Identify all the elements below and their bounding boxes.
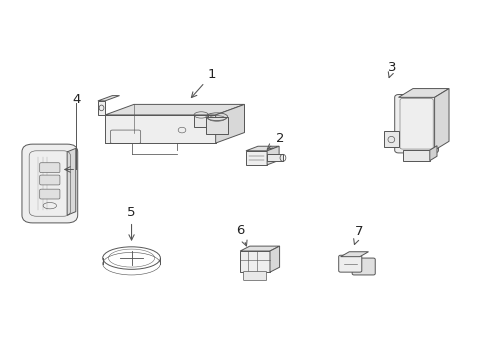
Polygon shape [240, 246, 279, 251]
Text: 2: 2 [267, 132, 284, 149]
Polygon shape [215, 104, 244, 143]
Polygon shape [240, 251, 269, 272]
Text: 5: 5 [127, 206, 136, 240]
FancyBboxPatch shape [40, 189, 60, 199]
FancyBboxPatch shape [243, 271, 266, 280]
Polygon shape [266, 154, 283, 161]
Polygon shape [434, 89, 448, 150]
FancyBboxPatch shape [394, 95, 438, 153]
Polygon shape [403, 150, 429, 161]
Polygon shape [98, 96, 119, 101]
Text: 7: 7 [353, 225, 363, 244]
Polygon shape [429, 146, 436, 161]
Polygon shape [245, 151, 266, 165]
Polygon shape [98, 101, 105, 115]
Polygon shape [269, 246, 279, 272]
FancyBboxPatch shape [338, 255, 361, 272]
FancyBboxPatch shape [40, 175, 60, 185]
Text: 6: 6 [236, 224, 246, 246]
Polygon shape [384, 131, 398, 147]
Text: 1: 1 [191, 68, 216, 98]
FancyBboxPatch shape [22, 144, 78, 223]
Polygon shape [266, 146, 279, 165]
FancyBboxPatch shape [40, 163, 60, 172]
Polygon shape [105, 104, 244, 115]
Polygon shape [398, 89, 448, 97]
Polygon shape [340, 252, 368, 257]
Polygon shape [205, 117, 227, 134]
Polygon shape [194, 115, 208, 127]
Polygon shape [245, 146, 279, 151]
Polygon shape [67, 148, 76, 215]
Polygon shape [105, 115, 215, 143]
FancyBboxPatch shape [351, 258, 374, 275]
Text: 3: 3 [387, 61, 396, 78]
Text: 4: 4 [72, 93, 81, 106]
